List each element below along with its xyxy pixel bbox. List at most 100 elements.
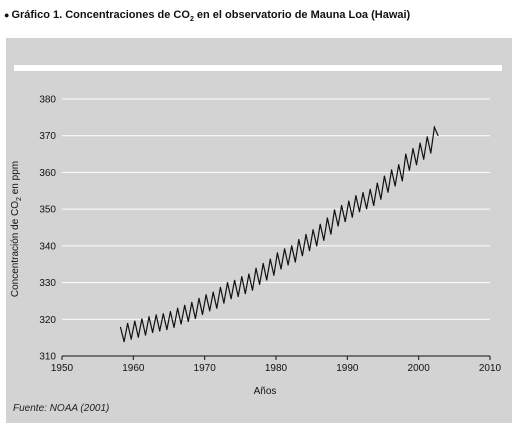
- data-point-2: [127, 322, 129, 324]
- x-tick-label-2000: 2000: [408, 363, 431, 374]
- series-line-0: [119, 125, 439, 342]
- data-point-21: [194, 317, 196, 320]
- data-point-77: [394, 185, 396, 187]
- data-point-69: [365, 208, 368, 210]
- data-point-46: [283, 248, 286, 250]
- series-layer: [119, 125, 439, 343]
- data-point-8: [148, 316, 150, 318]
- data-point-48: [291, 245, 293, 247]
- data-point-15: [173, 326, 175, 328]
- y-axis-label-prefix: Concentración de CO: [10, 201, 21, 297]
- data-point-82: [412, 147, 414, 150]
- data-point-24: [205, 294, 207, 296]
- data-point-37: [251, 289, 254, 291]
- y-axis-label-subscript: 2: [16, 197, 23, 201]
- data-point-16: [176, 307, 179, 309]
- data-point-41: [266, 279, 268, 281]
- data-point-45: [280, 268, 282, 270]
- y-tick-label-370: 370: [39, 131, 56, 142]
- data-point-67: [358, 211, 361, 213]
- x-tick-label-1970: 1970: [194, 363, 217, 374]
- data-point-65: [351, 216, 353, 218]
- data-point-52: [305, 233, 307, 236]
- data-point-39: [258, 283, 261, 286]
- data-point-27: [216, 307, 218, 309]
- data-point-76: [390, 169, 393, 171]
- x-tick-label-1950: 1950: [51, 363, 74, 374]
- data-point-32: [234, 279, 236, 281]
- data-point-18: [184, 304, 186, 306]
- data-point-73: [380, 198, 382, 200]
- data-point-89: [437, 134, 439, 136]
- data-point-49: [294, 261, 296, 263]
- data-point-87: [430, 152, 432, 154]
- data-point-63: [344, 221, 346, 223]
- chart-title-prefix: Gráfico 1. Concentraciones de CO: [11, 9, 190, 21]
- data-point-9: [151, 331, 154, 334]
- data-point-28: [219, 286, 221, 288]
- data-point-4: [134, 320, 136, 322]
- chart-title: ● Gráfico 1. Concentraciones de CO2 en el…: [4, 9, 516, 23]
- data-point-13: [166, 328, 168, 331]
- data-point-86: [426, 136, 428, 138]
- chart-title-suffix: en el observatorio de Mauna Loa (Hawai): [193, 9, 411, 21]
- data-point-84: [419, 142, 421, 144]
- data-point-0: [119, 326, 122, 328]
- data-point-64: [348, 200, 350, 202]
- data-point-31: [230, 298, 232, 300]
- data-point-58: [326, 217, 328, 219]
- chart-panel: 310 320 330 340 350 360 370 380 1950 1960 1970 1980…: [6, 38, 512, 423]
- data-point-66: [355, 194, 357, 197]
- y-axis-label: Concentración de CO2 en ppm: [10, 161, 23, 297]
- data-point-6: [141, 318, 143, 320]
- data-point-3: [130, 338, 132, 340]
- data-point-59: [330, 233, 332, 235]
- data-point-43: [273, 274, 275, 276]
- data-point-17: [180, 323, 182, 325]
- data-point-29: [223, 302, 225, 304]
- data-point-54: [312, 229, 314, 231]
- data-point-44: [276, 252, 279, 254]
- data-point-25: [209, 310, 211, 312]
- x-tick-label-1990: 1990: [336, 363, 359, 374]
- axes: 310 320 330 340 350 360 370 380 1950 1960 1970 1980…: [39, 95, 501, 375]
- x-tick-label-1960: 1960: [122, 363, 145, 374]
- data-point-14: [169, 310, 172, 313]
- data-point-74: [383, 175, 386, 177]
- data-point-1: [123, 341, 125, 343]
- data-point-88: [433, 126, 435, 128]
- y-tick-label-350: 350: [39, 205, 56, 216]
- x-tick-label-2010: 2010: [479, 363, 502, 374]
- data-point-71: [373, 204, 375, 207]
- data-point-56: [319, 223, 321, 225]
- y-tick-label-310: 310: [39, 352, 56, 363]
- data-point-51: [301, 255, 303, 257]
- data-point-40: [262, 262, 264, 265]
- data-point-47: [287, 264, 289, 266]
- data-point-57: [323, 239, 325, 241]
- chart-svg: 310 320 330 340 350 360 370 380 1950 1960 1970 1980…: [6, 38, 512, 423]
- data-point-75: [387, 191, 389, 193]
- data-point-80: [405, 153, 407, 155]
- data-point-22: [198, 297, 200, 299]
- data-point-10: [155, 314, 157, 316]
- data-point-36: [248, 273, 250, 275]
- data-point-42: [269, 258, 271, 260]
- data-point-34: [241, 276, 243, 278]
- data-point-81: [408, 169, 410, 171]
- chart-background: [6, 38, 512, 423]
- data-point-20: [191, 301, 193, 303]
- y-tick-label-320: 320: [39, 315, 56, 326]
- source-note: Fuente: NOAA (2001): [13, 403, 110, 414]
- data-point-83: [415, 164, 418, 166]
- data-point-85: [423, 158, 425, 160]
- data-point-78: [398, 164, 400, 166]
- chart-title-subscript: 2: [189, 16, 194, 24]
- data-point-38: [255, 267, 257, 269]
- x-tick-label-1980: 1980: [265, 363, 288, 374]
- data-point-7: [144, 334, 147, 336]
- top-band: [14, 65, 502, 71]
- data-point-50: [298, 239, 300, 241]
- data-point-12: [162, 313, 164, 315]
- data-point-79: [401, 180, 403, 182]
